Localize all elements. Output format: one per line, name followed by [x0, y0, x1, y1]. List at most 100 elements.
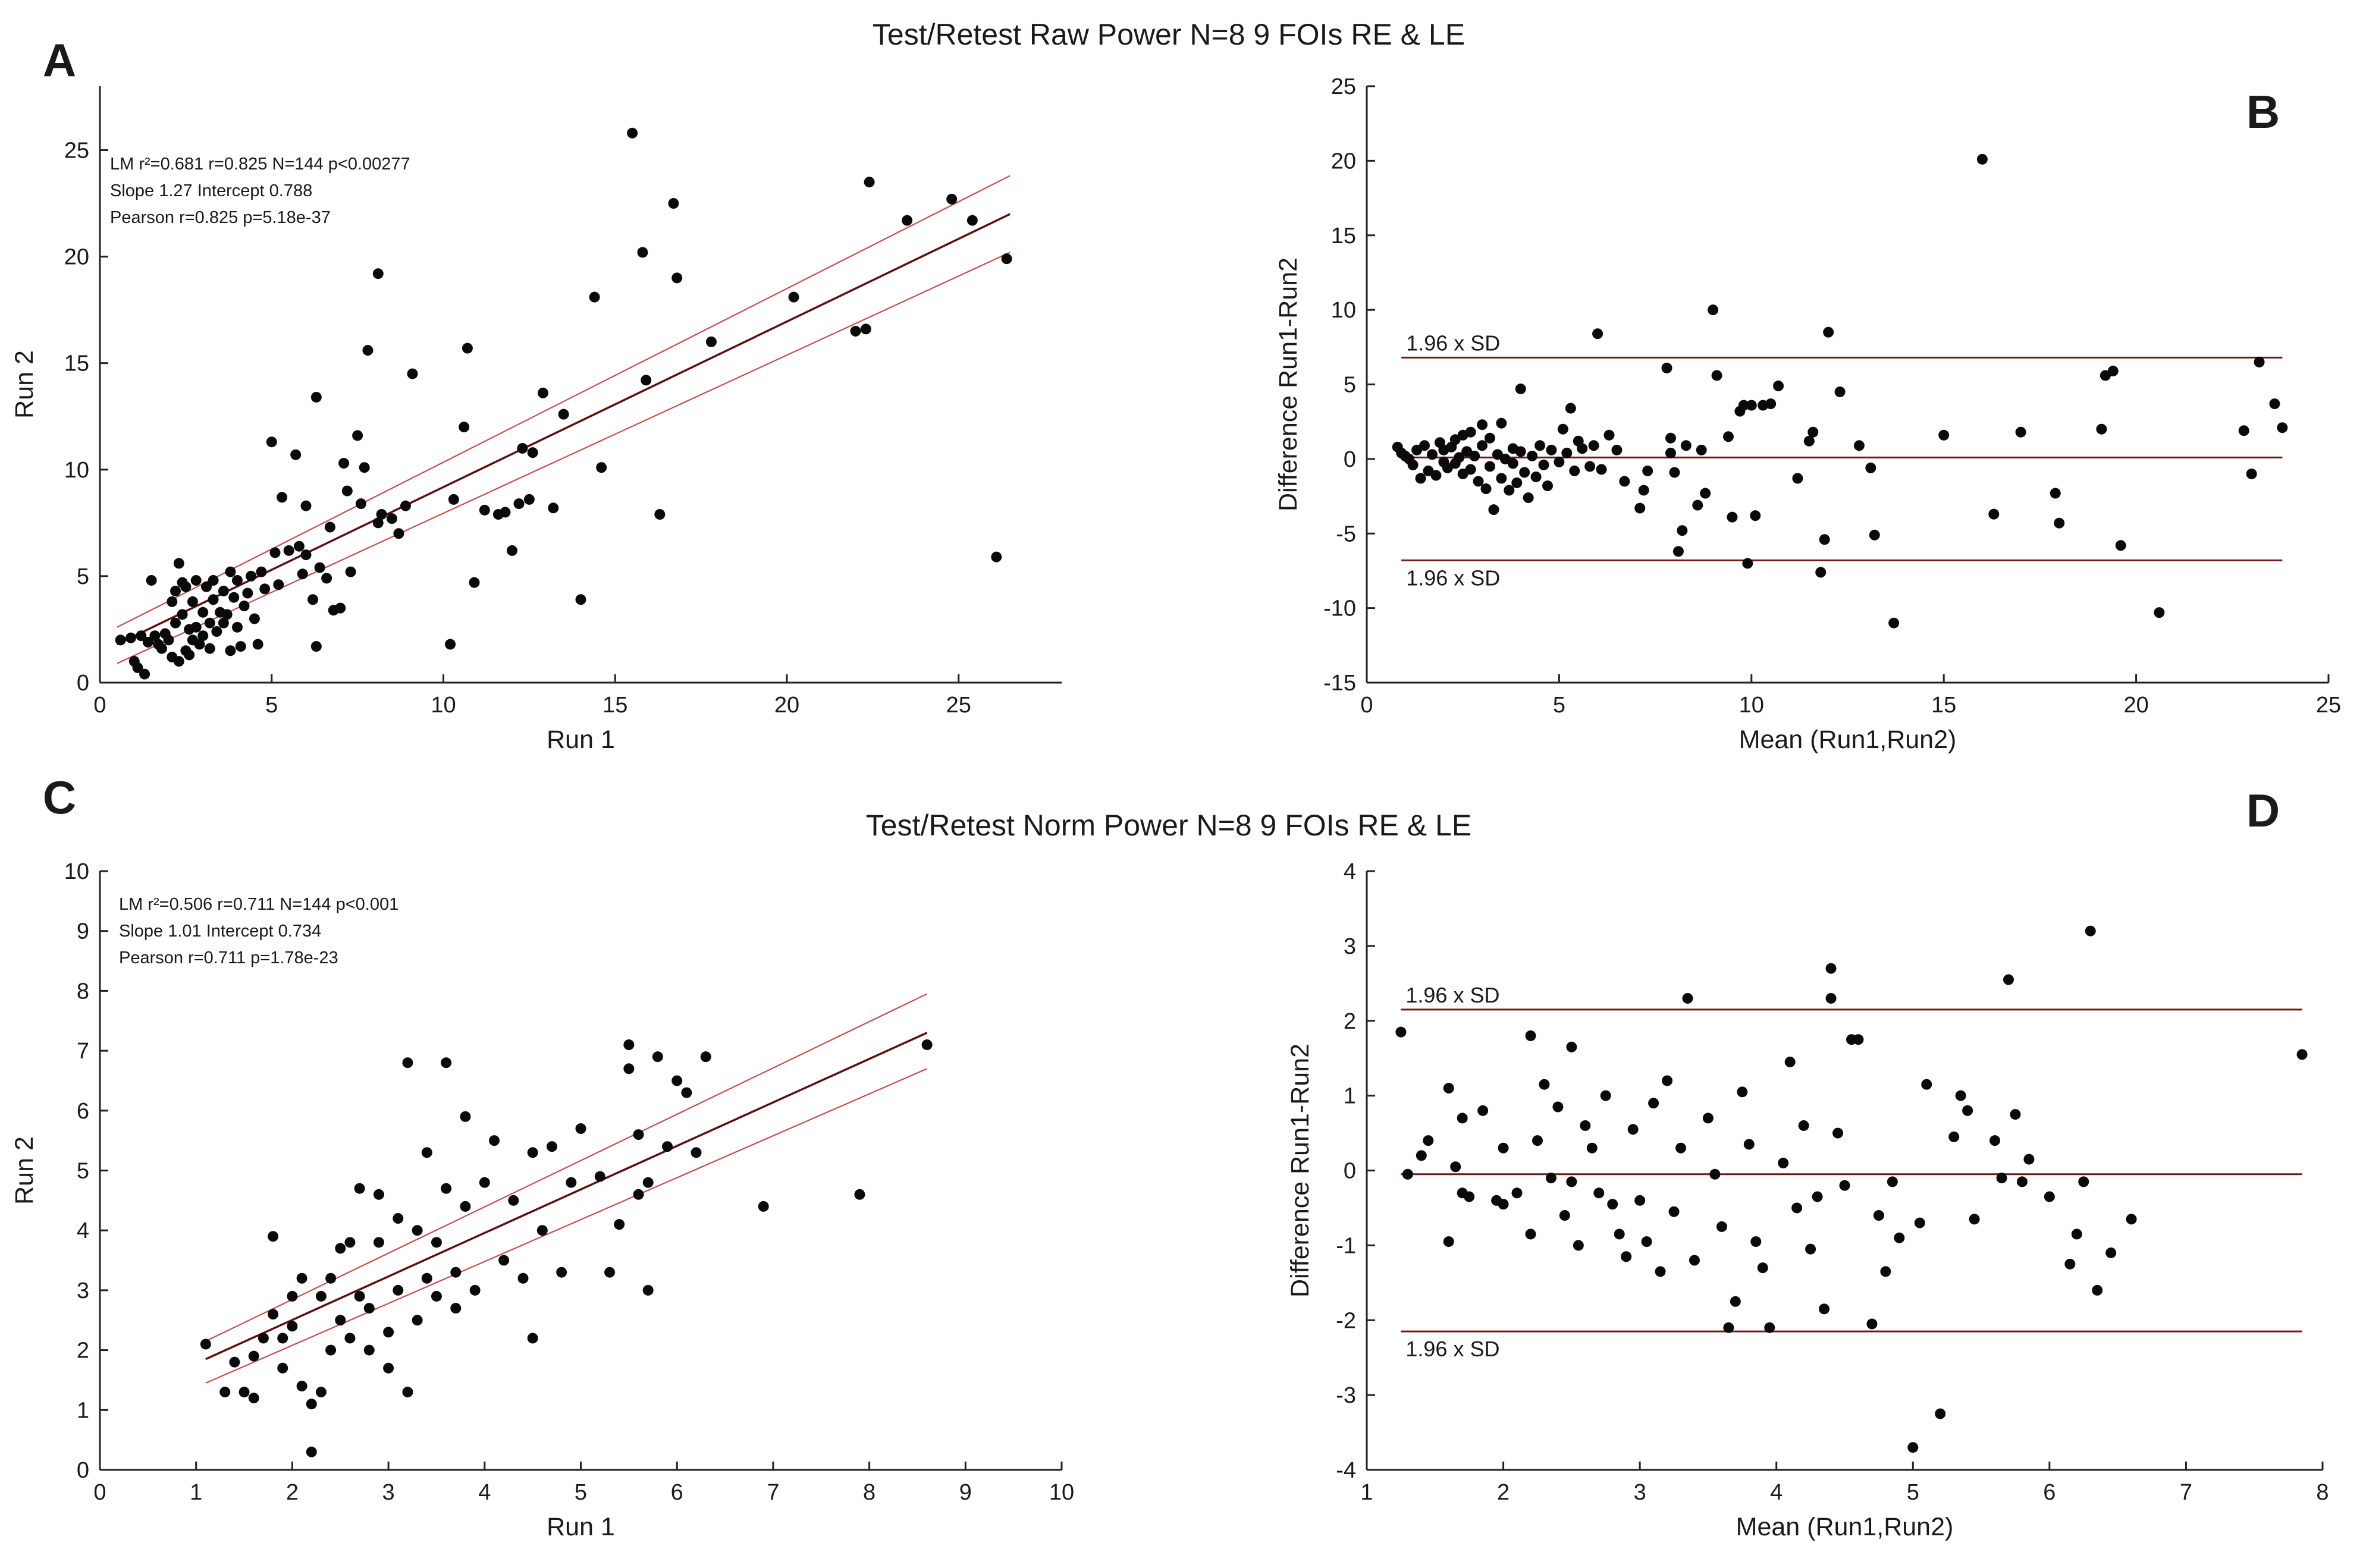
data-point — [1873, 1210, 1884, 1221]
data-point — [277, 1362, 288, 1374]
data-point — [1853, 1034, 1864, 1045]
data-point — [1577, 443, 1588, 454]
data-point — [163, 634, 174, 646]
data-point — [2096, 423, 2107, 435]
data-point — [283, 545, 294, 556]
x-tick-label: 0 — [1360, 693, 1373, 718]
data-point — [860, 323, 871, 335]
data-point — [1865, 462, 1876, 473]
data-point — [354, 1183, 365, 1194]
data-point — [642, 1177, 654, 1188]
data-point — [2023, 1154, 2035, 1165]
y-tick-label: 0 — [1344, 1159, 1356, 1184]
y-tick-label: 25 — [1331, 74, 1356, 99]
data-point — [548, 502, 559, 514]
data-point — [1825, 992, 1837, 1004]
data-point — [469, 1284, 481, 1296]
data-point — [1716, 1221, 1727, 1232]
data-point — [307, 594, 319, 605]
data-point — [2064, 1258, 2076, 1270]
data-point — [1554, 456, 1565, 467]
data-point — [315, 1387, 327, 1398]
data-point — [321, 573, 332, 584]
data-point — [633, 1129, 644, 1140]
data-point — [412, 1225, 423, 1236]
sd-label-upper: 1.96 x SD — [1405, 983, 1499, 1007]
data-point — [2016, 1176, 2028, 1187]
data-point — [450, 1303, 462, 1314]
data-point — [1498, 1142, 1509, 1154]
data-point — [412, 1315, 423, 1326]
x-tick-label: 0 — [93, 1480, 106, 1505]
data-point — [184, 649, 195, 661]
data-point — [507, 545, 517, 556]
data-point — [1454, 452, 1465, 463]
data-point — [273, 579, 284, 590]
data-point — [1969, 1214, 1980, 1225]
data-point — [1819, 534, 1830, 545]
data-point — [1450, 1161, 1461, 1173]
data-point — [2105, 1247, 2117, 1258]
data-point — [1711, 370, 1722, 381]
fit-line — [205, 1032, 928, 1360]
y-tick-label: 3 — [77, 1278, 89, 1303]
data-point — [1665, 447, 1676, 458]
data-point — [1823, 326, 1834, 338]
data-point — [1473, 476, 1484, 487]
ci-lower-line — [205, 1068, 928, 1384]
data-point — [1627, 1124, 1639, 1135]
data-point — [252, 639, 263, 650]
sd-label-lower: 1.96 x SD — [1405, 1337, 1499, 1361]
data-point — [2238, 425, 2249, 436]
data-point — [527, 1147, 538, 1158]
x-tick-label: 20 — [2123, 693, 2148, 718]
x-tick-label: 5 — [575, 1480, 587, 1505]
data-point — [462, 342, 473, 354]
ci-upper-line — [117, 175, 1011, 628]
data-point — [383, 1327, 394, 1338]
data-point — [1935, 1408, 1946, 1419]
data-point — [1538, 459, 1549, 470]
data-point — [2296, 1049, 2308, 1060]
data-point — [946, 193, 958, 205]
data-point — [246, 570, 257, 582]
data-point — [1525, 1030, 1536, 1041]
y-tick-label: 2 — [77, 1338, 89, 1363]
data-point — [1395, 1026, 1407, 1038]
suptitle-top: Test/Retest Raw Power N=8 9 FOIs RE & LE — [873, 18, 1465, 51]
data-point — [642, 1284, 654, 1296]
data-point — [372, 268, 384, 279]
data-point — [966, 215, 978, 226]
y-tick-label: 10 — [64, 859, 89, 884]
data-point — [407, 368, 418, 379]
data-point — [173, 558, 184, 569]
data-point — [2054, 517, 2065, 529]
data-point — [460, 1111, 471, 1122]
x-tick-label: 25 — [2316, 693, 2341, 718]
data-point — [1584, 461, 1596, 472]
y-tick-label: 1 — [77, 1398, 89, 1423]
data-point — [2010, 1109, 2021, 1120]
x-tick-label: 7 — [2180, 1480, 2192, 1505]
data-point — [1511, 1187, 1523, 1199]
data-point — [1416, 1150, 1427, 1161]
data-point — [1641, 1236, 1652, 1248]
x-tick-label: 10 — [1049, 1480, 1074, 1505]
data-point — [136, 630, 147, 642]
y-tick-label: 20 — [1331, 149, 1356, 174]
data-point — [1515, 384, 1526, 395]
data-point — [1880, 1266, 1891, 1277]
data-point — [200, 1338, 211, 1350]
data-point — [338, 458, 350, 469]
data-point — [306, 1399, 317, 1410]
data-point — [662, 1141, 673, 1152]
data-point — [1727, 511, 1738, 523]
data-point — [1596, 464, 1607, 475]
data-point — [1443, 1236, 1454, 1248]
data-point — [1443, 1083, 1454, 1094]
data-point — [1477, 1105, 1489, 1116]
data-point — [235, 641, 246, 652]
data-point — [596, 462, 607, 473]
data-point — [1546, 444, 1557, 455]
data-point — [2107, 365, 2119, 376]
